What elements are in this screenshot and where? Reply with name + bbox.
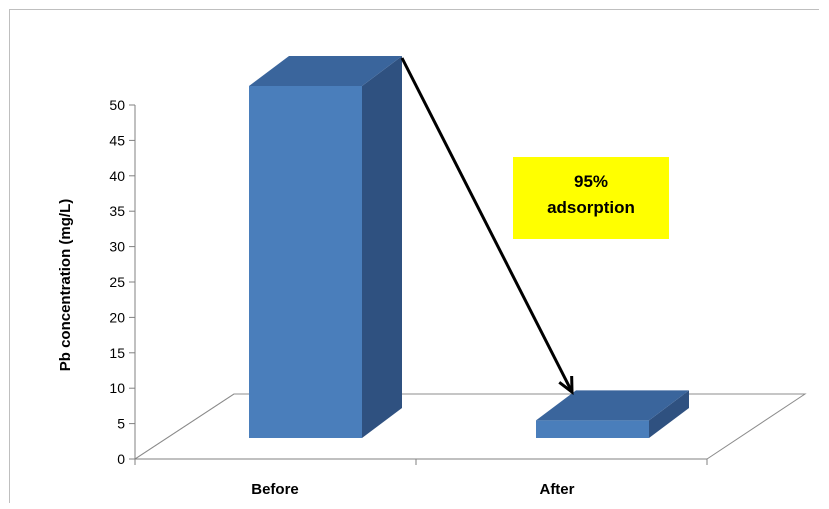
y-tick-label: 40 xyxy=(109,168,125,184)
y-axis-label: Pb concentration (mg/L) xyxy=(57,199,74,372)
floor-left-edge xyxy=(134,393,235,460)
y-tick-label: 20 xyxy=(109,309,125,325)
y-tick-label: 10 xyxy=(109,380,125,396)
decrease-arrow xyxy=(400,57,574,396)
x-tick-label: Before xyxy=(251,481,299,498)
x-tick-label: After xyxy=(539,481,574,498)
bar-top xyxy=(536,390,689,421)
bar-front xyxy=(249,86,362,438)
y-tick-label: 35 xyxy=(109,203,125,219)
annotation-box: 95% adsorption xyxy=(513,157,669,239)
bar-top xyxy=(249,56,402,86)
x-axis: Before After xyxy=(134,458,708,498)
annotation-text: adsorption xyxy=(547,198,635,217)
y-tick-label: 5 xyxy=(117,416,125,432)
y-tick-label: 50 xyxy=(109,97,125,113)
bar-after xyxy=(536,390,689,438)
y-tick-label: 15 xyxy=(109,345,125,361)
bars xyxy=(249,56,689,438)
arrow-shaft xyxy=(400,57,574,393)
bar-before xyxy=(249,56,402,438)
y-axis: 0 5 10 15 20 25 30 35 40 45 50 xyxy=(109,97,136,467)
bar-side xyxy=(362,56,402,438)
annotation-background xyxy=(513,157,669,239)
chart-floor xyxy=(133,393,807,460)
floor-plane xyxy=(133,393,807,460)
arrow-head xyxy=(558,375,574,396)
y-tick-label: 25 xyxy=(109,274,125,290)
y-tick-label: 45 xyxy=(109,132,125,148)
bar-front xyxy=(536,420,649,438)
annotation-text: 95% xyxy=(574,172,608,191)
y-tick-label: 0 xyxy=(117,451,125,467)
bar-side xyxy=(649,390,689,438)
y-tick-label: 30 xyxy=(109,239,125,255)
